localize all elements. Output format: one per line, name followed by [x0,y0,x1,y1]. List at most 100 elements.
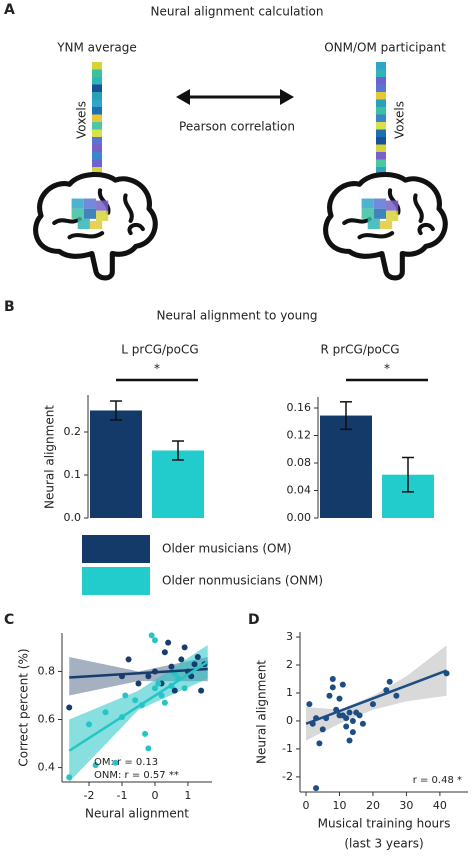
diagram-title: Neural alignment calculation [150,5,323,19]
annotation: r = 0.48 * [413,775,462,786]
point [326,692,333,699]
confidence-band [69,645,208,782]
point [329,684,336,691]
voxel [92,92,102,100]
x-tick-label: -1 [117,789,128,802]
bar [90,410,142,518]
left-label: YNM average [56,41,137,55]
voxel [92,107,102,115]
y-tick-label: 0.16 [287,401,312,414]
y-tick-label: 2 [286,658,293,671]
panel-label: A [4,2,15,18]
y-tick-label: 0.2 [64,425,82,438]
voxel [376,84,386,92]
confidence-band [306,645,447,741]
voxel [376,107,386,115]
double-arrow [176,89,294,105]
trend-line [69,667,208,679]
voxels-label: Voxels [393,101,407,139]
y-axis-label: Neural alignment [255,660,269,764]
point [168,663,175,670]
x-tick-label: 10 [332,799,346,812]
y-tick-label: 0.4 [38,761,56,774]
point [316,740,323,747]
point [339,681,346,688]
annotation: ONM: r = 0.57 ** [94,770,179,781]
voxel [376,122,386,130]
point [346,709,353,716]
point [145,745,152,752]
x-axis-label: (last 3 years) [344,837,423,851]
voxel [92,159,102,167]
y-axis-label: Correct percent (%) [17,648,31,766]
arrow-label: Pearson correlation [179,120,295,134]
annotation: OM: r = 0.13 [94,757,158,768]
error-bar [110,400,122,421]
panel-label: C [4,612,14,628]
voxel-bar [376,62,386,175]
voxel [376,92,386,100]
point [122,692,129,699]
point [386,678,393,685]
point [336,695,343,702]
right-label: ONM/OM participant [324,41,446,55]
voxel [376,62,386,70]
point [142,730,149,737]
y-tick-label: 0 [286,714,293,727]
significance-label: * [384,362,390,376]
y-tick-label: 0.6 [38,713,56,726]
point [155,680,162,687]
point [161,699,168,706]
y-tick-label: 0.0 [64,511,82,524]
voxels-label: Voxels [75,101,89,139]
y-axis-label: Neural alignment [43,405,57,509]
point [66,704,73,711]
panel-label: D [248,612,260,628]
point [151,637,158,644]
point [329,675,336,682]
voxel-bar [92,62,102,175]
point [92,762,99,769]
bar [320,415,372,518]
point [148,632,155,639]
point [369,701,376,708]
point [343,715,350,722]
point [135,680,142,687]
brain-icon [36,175,156,278]
point [191,661,198,668]
x-tick-label: 20 [366,799,380,812]
voxel [92,167,102,175]
voxel [92,62,102,70]
voxel [92,152,102,160]
x-tick-label: 1 [184,789,191,802]
y-tick-label: 0.04 [287,484,312,497]
error-bar [340,401,352,431]
panel-a: A Neural alignment calculation YNM avera… [4,2,446,278]
voxel [376,77,386,85]
voxel [376,137,386,145]
voxel [92,77,102,85]
point [393,692,400,699]
chart-title: L prCG/poCG [121,343,198,357]
legend-label: Older nonmusicians (ONM) [162,574,323,588]
y-tick-label: 3 [286,630,293,643]
point [356,712,363,719]
x-axis-label: Musical training hours [318,817,451,831]
voxel [376,159,386,167]
point [343,723,350,730]
y-tick-label: -1 [282,742,293,755]
panel-label: B [4,299,15,315]
y-tick-label: -2 [282,770,293,783]
y-tick-label: 1 [286,686,293,699]
legend-label: Older musicians (OM) [162,542,292,556]
point [151,685,158,692]
point [198,687,205,694]
point [112,759,119,766]
point [306,701,313,708]
x-tick-label: 40 [433,799,447,812]
error-bar [402,456,414,493]
voxel [92,84,102,92]
voxel [92,114,102,122]
x-tick-label: 0 [151,789,158,802]
